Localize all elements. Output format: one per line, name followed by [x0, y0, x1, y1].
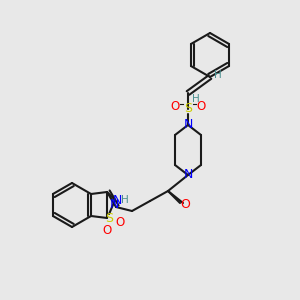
Text: H: H [192, 94, 200, 104]
Text: H: H [121, 195, 129, 205]
Text: O: O [196, 100, 206, 113]
Text: S: S [105, 212, 113, 224]
Text: O: O [102, 224, 112, 236]
Text: N: N [112, 194, 122, 206]
Text: O: O [170, 100, 180, 113]
Text: N: N [183, 169, 193, 182]
Text: O: O [116, 217, 125, 230]
Text: H: H [214, 70, 222, 80]
Text: O: O [180, 199, 190, 212]
Text: S: S [184, 103, 192, 116]
Text: N: N [183, 118, 193, 131]
Text: N: N [109, 199, 119, 212]
